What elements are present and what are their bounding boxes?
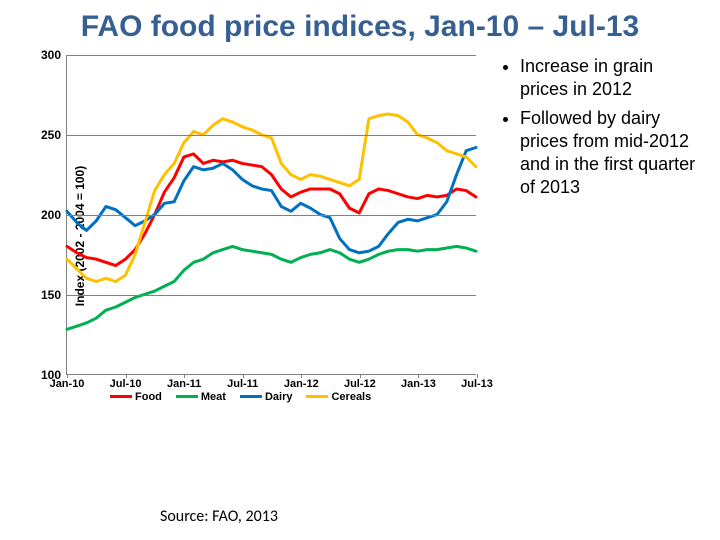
x-tick-label: Jul-11 bbox=[227, 374, 258, 390]
y-tick-label: 200 bbox=[41, 208, 67, 222]
y-tick-label: 250 bbox=[41, 128, 67, 142]
legend-item-cereals: Cereals bbox=[306, 391, 371, 403]
legend-item-food: Food bbox=[110, 391, 162, 403]
grid-line bbox=[67, 135, 476, 136]
legend-label: Meat bbox=[201, 391, 226, 403]
legend-swatch bbox=[176, 395, 198, 398]
grid-line bbox=[67, 295, 476, 296]
legend-swatch bbox=[110, 395, 132, 398]
legend-item-dairy: Dairy bbox=[240, 391, 293, 403]
x-tick-label: Jul-13 bbox=[461, 374, 493, 390]
legend-label: Food bbox=[135, 391, 162, 403]
x-tick-label: Jul-12 bbox=[344, 374, 376, 390]
x-tick-label: Jan-12 bbox=[284, 374, 319, 390]
x-tick-label: Jan-10 bbox=[50, 374, 85, 390]
grid-line bbox=[67, 55, 476, 56]
legend-swatch bbox=[240, 395, 262, 398]
x-tick-label: Jan-11 bbox=[167, 374, 201, 390]
bullet-item: Increase in grain prices in 2012 bbox=[520, 55, 700, 101]
grid-line bbox=[67, 215, 476, 216]
legend-item-meat: Meat bbox=[176, 391, 226, 403]
bullet-item: Followed by dairy prices from mid-2012 a… bbox=[520, 107, 700, 199]
legend-label: Dairy bbox=[265, 391, 293, 403]
series-dairy bbox=[67, 147, 476, 252]
legend-label: Cereals bbox=[331, 391, 371, 403]
x-tick-label: Jul-10 bbox=[110, 374, 142, 390]
x-tick-label: Jan-13 bbox=[401, 374, 436, 390]
page-title: FAO food price indices, Jan-10 – Jul-13 bbox=[0, 0, 720, 51]
legend: Food Meat Dairy Cereals bbox=[110, 391, 371, 403]
y-tick-label: 150 bbox=[41, 288, 67, 302]
y-tick-label: 300 bbox=[41, 48, 67, 62]
plot-area: 100150200250300Jan-10Jul-10Jan-11Jul-11J… bbox=[66, 55, 476, 375]
chart-container: Index (2002 - 2004 = 100) 10015020025030… bbox=[14, 51, 494, 421]
source-text: Source: FAO, 2013 bbox=[160, 507, 278, 526]
series-meat bbox=[67, 246, 476, 329]
bullet-list: Increase in grain prices in 2012 Followed… bbox=[494, 51, 704, 421]
main-row: Index (2002 - 2004 = 100) 10015020025030… bbox=[0, 51, 720, 421]
legend-swatch bbox=[306, 395, 328, 398]
series-food bbox=[67, 153, 476, 265]
